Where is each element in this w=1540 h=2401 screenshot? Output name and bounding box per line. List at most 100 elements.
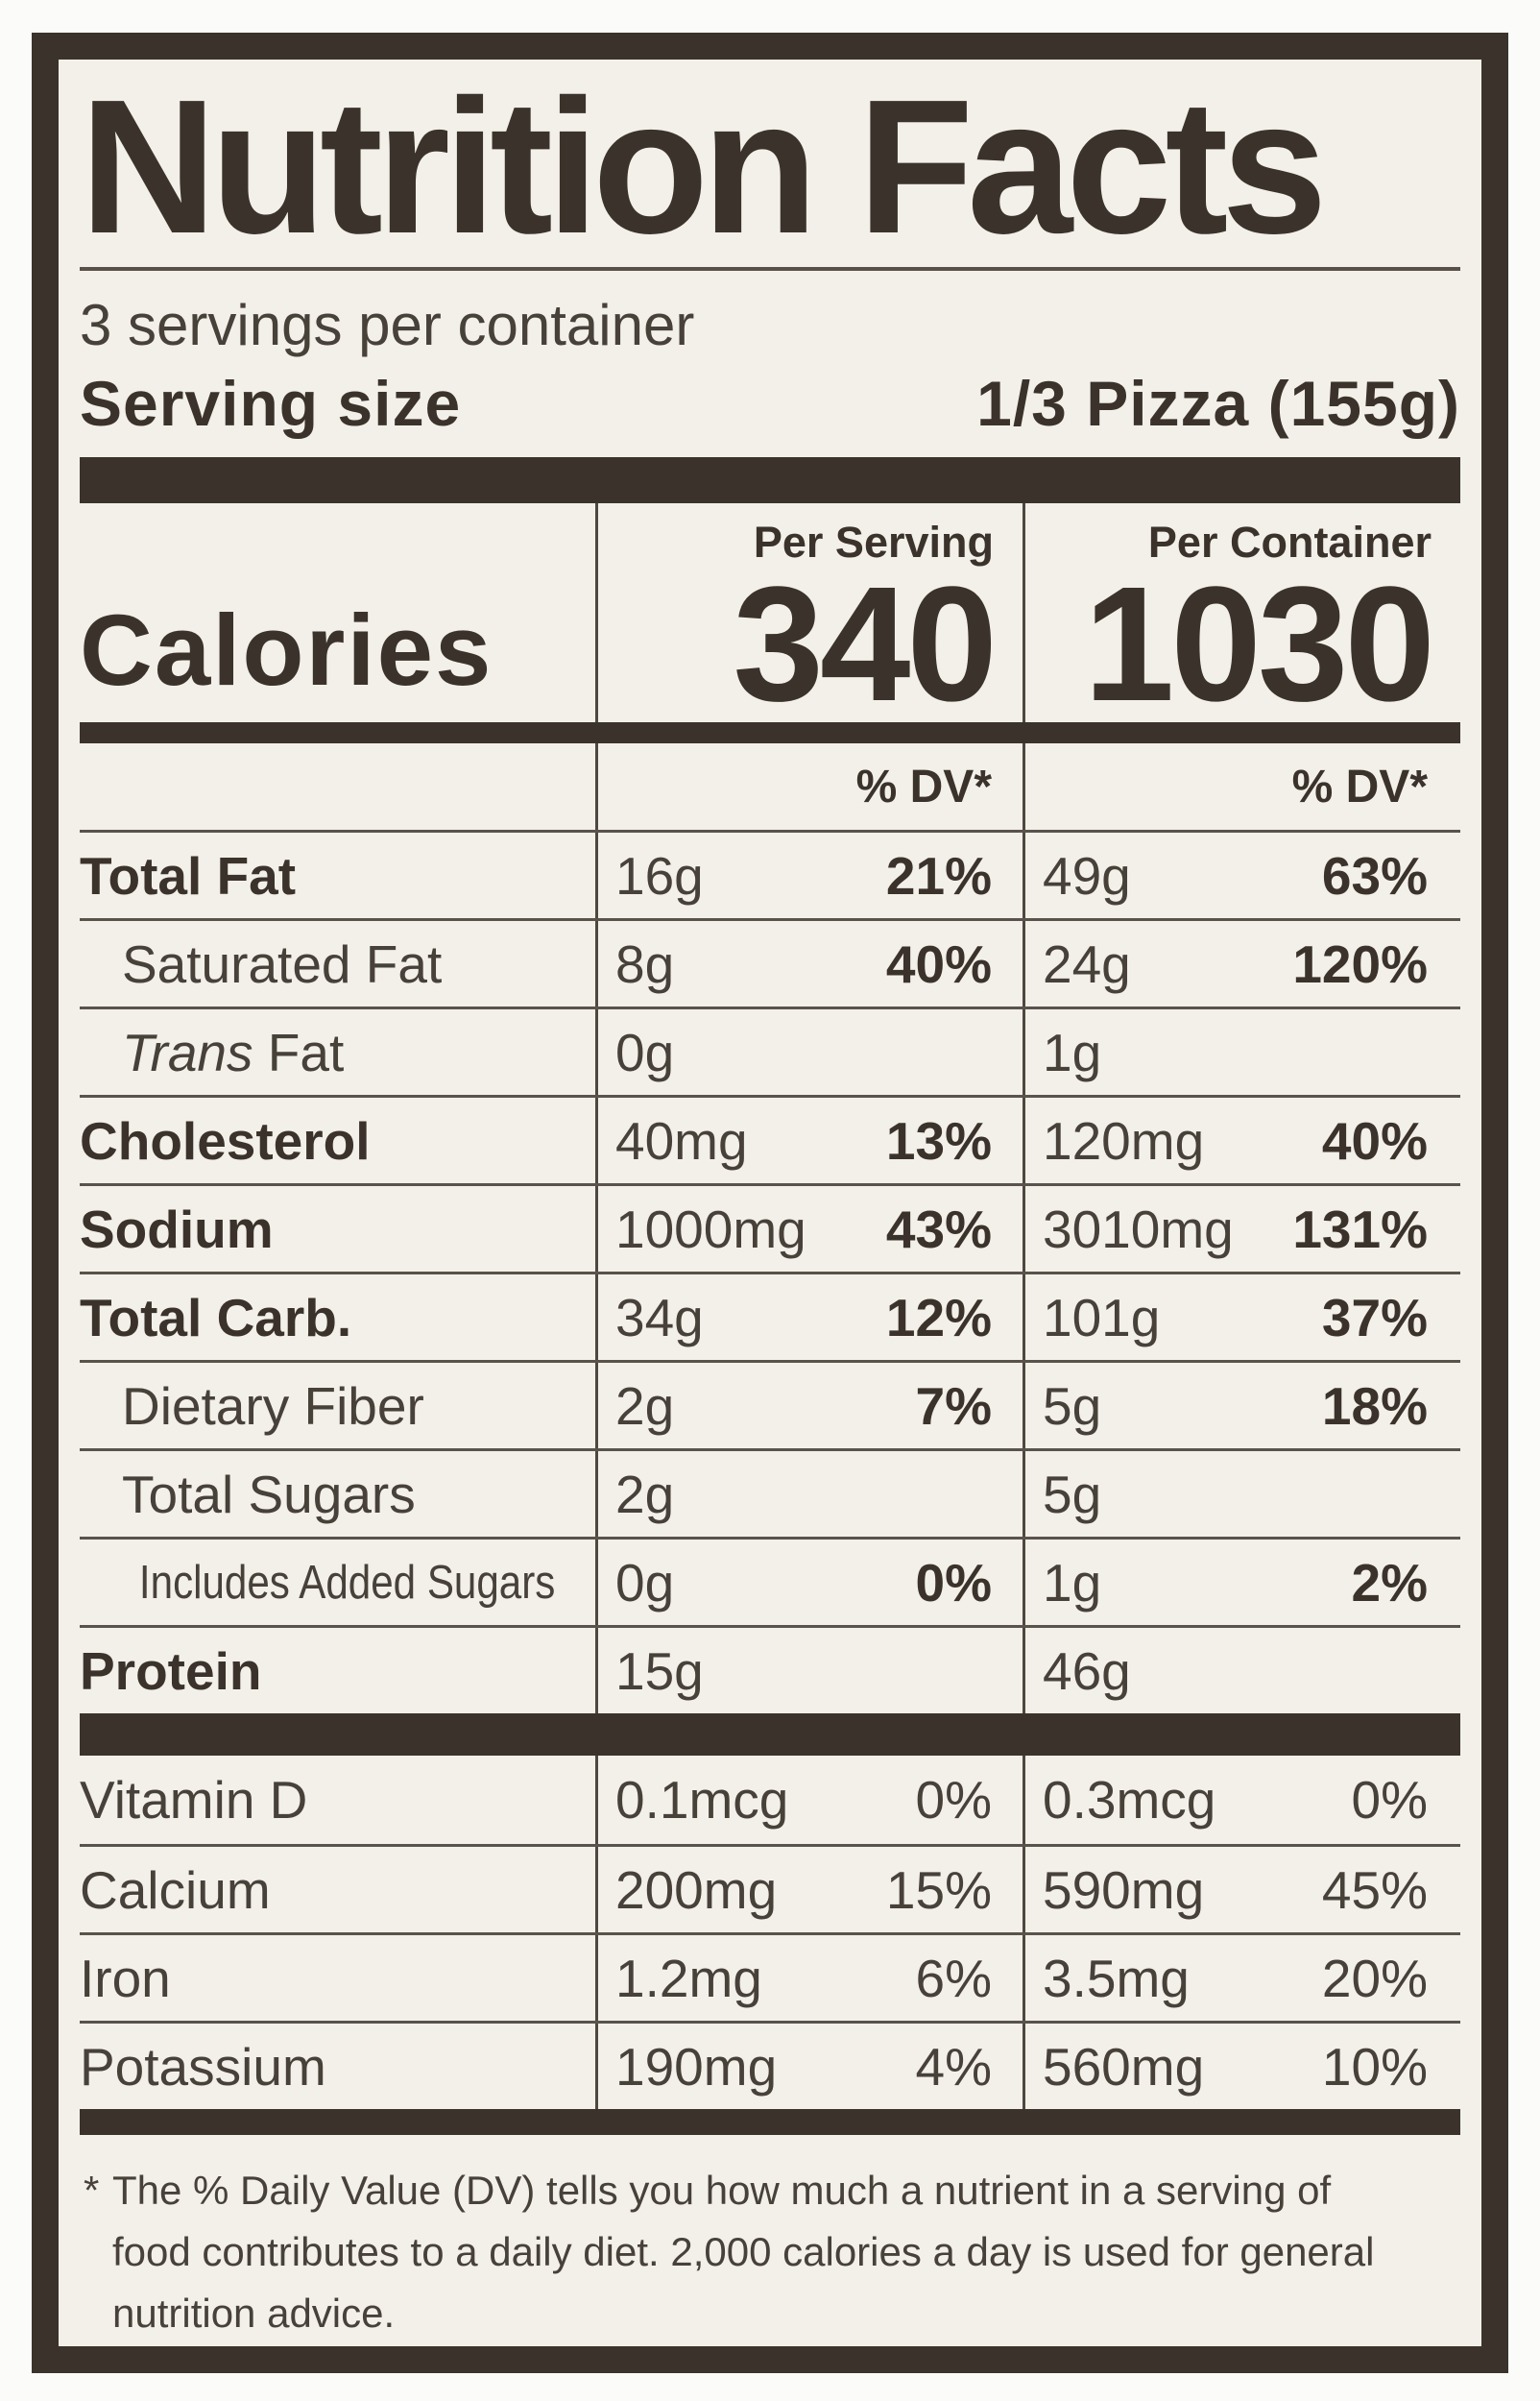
- nutrient-row: Calcium 200mg 15% 590mg 45%: [80, 1844, 1460, 1932]
- dv-percent-per-serving: 15%: [885, 1859, 992, 1920]
- quantity-per-serving: 0.1mcg: [595, 1756, 819, 1844]
- nutrient-row: Saturated Fat 8g 40% 24g 120%: [80, 918, 1460, 1006]
- dv-percent-per-serving: 4%: [915, 2036, 993, 2097]
- title-divider: [80, 267, 1460, 271]
- dv-percent-per-serving: [819, 1628, 1023, 1713]
- daily-value-header-row: % DV* % DV*: [80, 743, 1460, 830]
- footnote-text: The % Daily Value (DV) tells you how muc…: [112, 2168, 1375, 2336]
- per-container-header: Per Container: [1147, 518, 1432, 567]
- quantity-per-container: 101g: [1023, 1274, 1251, 1360]
- quantity-per-container: 3010mg: [1023, 1186, 1251, 1272]
- quantity-per-container: 46g: [1023, 1628, 1251, 1713]
- dv-percent-per-container: 37%: [1321, 1287, 1428, 1347]
- quantity-per-serving: 2g: [595, 1451, 819, 1537]
- quantity-per-serving: 200mg: [595, 1847, 819, 1932]
- nutrient-row: Sodium 1000mg 43% 3010mg 131%: [80, 1183, 1460, 1272]
- nutrient-row: Includes Added Sugars 0g 0% 1g 2%: [80, 1537, 1460, 1625]
- calories-per-container-column: Per Container 1030: [1023, 503, 1460, 736]
- quantity-per-container: 24g: [1023, 921, 1251, 1006]
- nutrient-row: Vitamin D 0.1mcg 0% 0.3mcg 0%: [80, 1756, 1460, 1844]
- quantity-per-container: 560mg: [1023, 2024, 1251, 2109]
- nutrient-row: Total Carb. 34g 12% 101g 37%: [80, 1272, 1460, 1360]
- dv-percent-per-serving: 13%: [885, 1110, 992, 1171]
- quantity-per-serving: 0g: [595, 1540, 819, 1625]
- calories-label: Calories: [80, 594, 493, 707]
- dv-percent-per-container: 2%: [1351, 1552, 1429, 1613]
- quantity-per-container: 49g: [1023, 833, 1251, 918]
- quantity-per-serving: 1.2mg: [595, 1935, 819, 2021]
- dv-percent-per-serving: 21%: [885, 845, 992, 906]
- dv-percent-per-serving: 6%: [915, 1948, 993, 2008]
- nutrient-label: Trans Fat: [122, 1022, 345, 1082]
- nutrient-label: Potassium: [80, 2036, 326, 2097]
- quantity-per-container: 0.3mcg: [1023, 1756, 1251, 1844]
- dv-percent-per-serving: 40%: [885, 934, 992, 994]
- dv-percent-per-serving: 7%: [915, 1375, 993, 1436]
- nutrient-label: Dietary Fiber: [122, 1375, 424, 1436]
- dv-percent-per-serving: 43%: [885, 1199, 992, 1259]
- dv-percent-per-container: [1251, 1009, 1460, 1095]
- panel-title: Nutrition Facts: [80, 61, 1328, 274]
- micronutrient-table: Vitamin D 0.1mcg 0% 0.3mcg 0% Calcium 200mg 15%…: [80, 1756, 1460, 2109]
- thick-separator-bar: [80, 2109, 1460, 2135]
- nutrient-table: Total Fat 16g 21% 49g 63% Saturated Fat 8g 40% 2…: [80, 830, 1460, 1713]
- nutrient-label: Total Carb.: [80, 1287, 352, 1347]
- quantity-per-serving: 15g: [595, 1628, 819, 1713]
- nutrient-row: Cholesterol 40mg 13% 120mg 40%: [80, 1095, 1460, 1183]
- quantity-per-container: 120mg: [1023, 1098, 1251, 1183]
- nutrient-label: Saturated Fat: [122, 934, 443, 994]
- dv-percent-per-container: 131%: [1292, 1199, 1428, 1259]
- nutrient-label: Iron: [80, 1948, 171, 2008]
- nutrient-label: Protein: [80, 1640, 262, 1701]
- nutrient-label: Total Sugars: [122, 1464, 416, 1524]
- nutrient-row: Iron 1.2mg 6% 3.5mg 20%: [80, 1932, 1460, 2021]
- footnote-asterisk: *: [84, 2168, 100, 2213]
- dv-percent-per-container: 18%: [1321, 1375, 1428, 1436]
- daily-value-footnote: * The % Daily Value (DV) tells you how m…: [80, 2135, 1385, 2344]
- per-serving-header: Per Serving: [753, 518, 994, 567]
- serving-size-label: Serving size: [80, 368, 462, 439]
- quantity-per-serving: 0g: [595, 1009, 819, 1095]
- calories-section: Calories Per Serving 340 Per Container 1…: [80, 503, 1460, 736]
- dv-percent-per-container: 40%: [1321, 1110, 1428, 1171]
- nutrient-label: Includes Added Sugars: [138, 1556, 556, 1609]
- nutrient-row: Potassium 190mg 4% 560mg 10%: [80, 2021, 1460, 2109]
- quantity-per-serving: 190mg: [595, 2024, 819, 2109]
- thin-separator-bar: [80, 722, 1460, 743]
- dv-percent-per-container: 10%: [1321, 2036, 1428, 2097]
- quantity-per-serving: 2g: [595, 1363, 819, 1448]
- calories-per-container-value: 1030: [1083, 553, 1435, 736]
- dv-percent-per-serving: 0%: [915, 1770, 993, 1830]
- dv-percent-per-container: [1251, 1451, 1460, 1537]
- nutrient-row: Trans Fat 0g 1g: [80, 1006, 1460, 1095]
- nutrient-label: Cholesterol: [80, 1110, 371, 1171]
- nutrient-label: Total Fat: [80, 845, 297, 906]
- dv-percent-per-serving: [819, 1451, 1023, 1537]
- thick-separator-bar: [80, 1713, 1460, 1756]
- nutrient-label: Sodium: [80, 1199, 274, 1259]
- dv-percent-per-container: 120%: [1292, 934, 1428, 994]
- thick-separator-bar: [80, 457, 1460, 503]
- nutrient-row: Total Sugars 2g 5g: [80, 1448, 1460, 1537]
- nutrient-label: Calcium: [80, 1859, 271, 1920]
- quantity-per-serving: 1000mg: [595, 1186, 819, 1272]
- nutrient-row: Protein 15g 46g: [80, 1625, 1460, 1713]
- quantity-per-serving: 16g: [595, 833, 819, 918]
- serving-size-row: Serving size 1/3 Pizza (155g): [80, 367, 1460, 440]
- quantity-per-container: 5g: [1023, 1363, 1251, 1448]
- quantity-per-serving: 8g: [595, 921, 819, 1006]
- dv-percent-per-container: 0%: [1351, 1770, 1429, 1830]
- dv-percent-per-serving: 0%: [915, 1552, 993, 1613]
- quantity-per-serving: 34g: [595, 1274, 819, 1360]
- serving-size-value: 1/3 Pizza (155g): [976, 368, 1460, 439]
- dv-header-per-container: % DV*: [1023, 743, 1460, 830]
- dv-percent-per-container: 45%: [1321, 1859, 1428, 1920]
- calories-per-serving-column: Per Serving 340: [595, 503, 1023, 736]
- dv-header-per-serving: % DV*: [595, 743, 1023, 830]
- servings-per-container: 3 servings per container: [80, 293, 695, 357]
- calories-per-serving-value: 340: [733, 553, 998, 736]
- quantity-per-container: 5g: [1023, 1451, 1251, 1537]
- dv-percent-per-container: 20%: [1321, 1948, 1428, 2008]
- quantity-per-container: 590mg: [1023, 1847, 1251, 1932]
